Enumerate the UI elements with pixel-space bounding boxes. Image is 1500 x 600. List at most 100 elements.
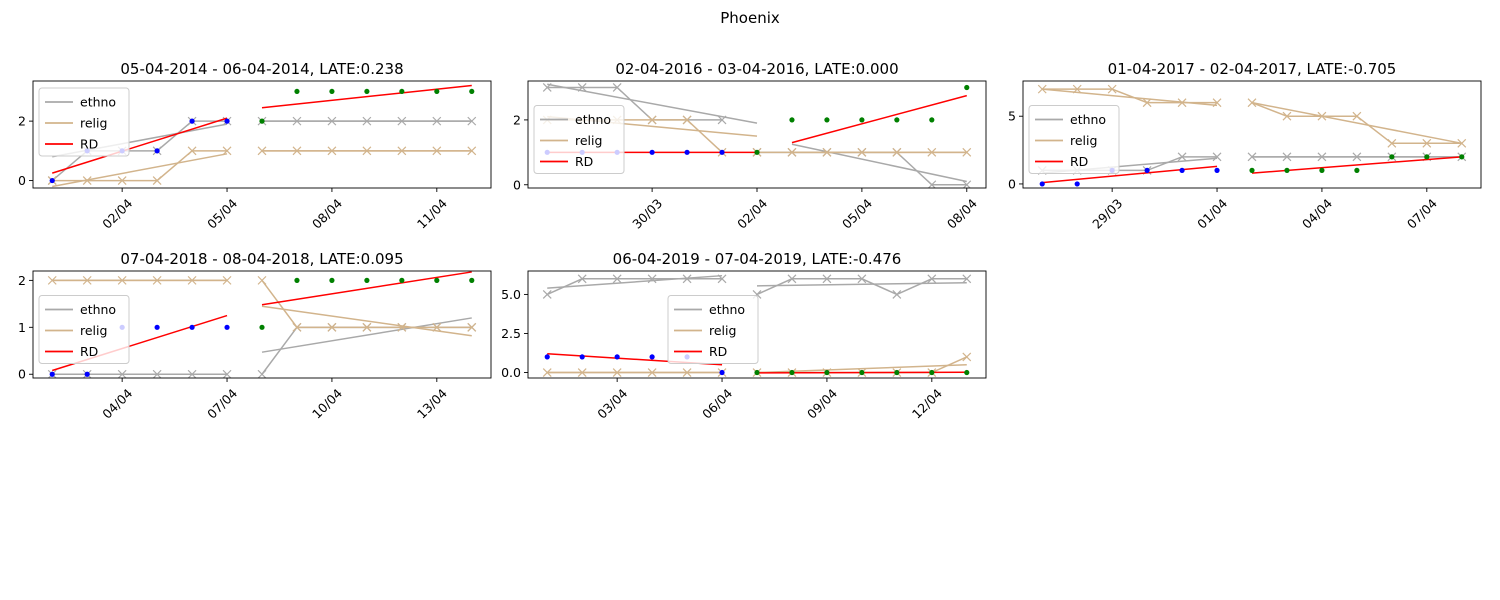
ethno-marker xyxy=(612,274,622,284)
relig-marker xyxy=(187,146,197,156)
subplot-4: 07-04-2018 - 08-04-2018, LATE:0.095 0 1 2 04… xyxy=(18,250,492,422)
legend-label: ethno xyxy=(1070,112,1106,127)
point-before xyxy=(649,149,655,155)
point-before xyxy=(1179,167,1185,173)
legend-box xyxy=(38,295,130,364)
relig-marker xyxy=(152,176,162,185)
relig-marker xyxy=(1352,111,1362,121)
legend-label: relig xyxy=(1070,133,1097,148)
ethno-marker xyxy=(892,290,902,299)
point-after xyxy=(294,277,300,283)
relig-marker xyxy=(292,322,302,332)
legend-label: relig xyxy=(80,323,107,338)
x-tick-label: 07/04 xyxy=(1404,196,1440,232)
point-before xyxy=(224,118,230,124)
point-after xyxy=(399,88,405,95)
legend: ethno relig RD xyxy=(38,295,130,364)
ethno-marker xyxy=(962,274,972,284)
plot-area xyxy=(47,84,477,188)
point-after xyxy=(964,369,970,376)
relig-marker xyxy=(1142,98,1152,108)
point-after xyxy=(364,277,370,283)
point-after xyxy=(1319,167,1325,173)
x-tick-label: 05/04 xyxy=(839,196,875,232)
point-after xyxy=(364,88,370,95)
point-before xyxy=(49,371,55,377)
relig-fit-before xyxy=(1042,88,1218,107)
ethno-marker xyxy=(822,274,832,284)
subplot-3: 01-04-2017 - 02-04-2017, LATE:-0.705 0 5 29… xyxy=(1008,60,1482,232)
point-before xyxy=(189,324,195,330)
relig-fit-after xyxy=(261,305,472,337)
point-before xyxy=(719,369,725,376)
point-after xyxy=(294,88,300,95)
relig-marker xyxy=(1282,111,1292,121)
y-tick-label: 1 xyxy=(18,320,26,335)
point-before xyxy=(544,354,550,360)
point-after xyxy=(824,369,830,376)
x-tick-label: 07/04 xyxy=(204,386,240,422)
ethno-marker xyxy=(857,274,867,284)
point-after xyxy=(894,369,900,376)
relig-fit-before xyxy=(52,153,228,188)
ethno-marker xyxy=(1212,152,1222,162)
relig-marker xyxy=(682,115,692,125)
point-after xyxy=(929,369,935,376)
relig-marker xyxy=(117,176,127,185)
subplot-title: 01-04-2017 - 02-04-2017, LATE:-0.705 xyxy=(1108,60,1397,78)
subplot-title: 02-04-2016 - 03-04-2016, LATE:0.000 xyxy=(615,60,898,78)
y-tick-label: 5.0 xyxy=(501,287,521,302)
ethno-marker xyxy=(542,290,552,299)
ethno-series-before xyxy=(546,278,723,296)
point-before xyxy=(614,354,620,360)
x-tick-label: 06/04 xyxy=(699,386,735,422)
legend: ethno relig RD xyxy=(667,295,759,364)
point-after xyxy=(329,277,335,283)
y-tick-label: 2 xyxy=(513,112,521,127)
legend: ethno relig RD xyxy=(38,87,130,157)
legend-box xyxy=(667,295,759,364)
y-tick-label: 0 xyxy=(18,173,26,188)
relig-marker xyxy=(1387,138,1397,148)
ethno-marker xyxy=(577,274,587,284)
plot-area xyxy=(542,83,972,188)
point-after xyxy=(789,369,795,376)
point-before xyxy=(224,324,230,330)
y-tick-label: 0 xyxy=(1008,176,1016,191)
point-before xyxy=(1039,181,1045,187)
point-before xyxy=(719,149,725,155)
y-tick-label: 5 xyxy=(1008,109,1016,124)
point-after xyxy=(894,117,900,123)
subplot-5: 06-04-2019 - 07-04-2019, LATE:-0.476 0.0 2… xyxy=(501,250,987,422)
ethno-series-before xyxy=(547,86,723,121)
point-after xyxy=(824,117,830,123)
figure-title: Phoenix xyxy=(720,9,780,27)
subplot-title: 07-04-2018 - 08-04-2018, LATE:0.095 xyxy=(120,250,403,268)
x-tick-label: 10/04 xyxy=(309,386,345,422)
x-tick-label: 05/04 xyxy=(204,196,240,232)
subplot-2: 02-04-2016 - 03-04-2016, LATE:0.000 0 2 30/… xyxy=(513,60,987,232)
ethno-fit-after xyxy=(261,317,472,353)
point-after xyxy=(789,117,795,123)
rd-fit-before xyxy=(52,117,228,174)
legend-label: ethno xyxy=(80,302,116,317)
legend-label: relig xyxy=(80,116,107,131)
ethno-fit-before xyxy=(547,83,758,124)
subplot-1: 05-04-2014 - 06-04-2014, LATE:0.238 0 2 02/… xyxy=(18,60,492,232)
relig-marker xyxy=(47,275,57,285)
relig-fit-after xyxy=(1251,101,1462,145)
rd-fit-after xyxy=(261,84,472,109)
y-tick-label: 2 xyxy=(18,273,26,288)
relig-marker xyxy=(257,275,267,285)
relig-marker xyxy=(962,352,972,362)
point-after xyxy=(259,118,265,124)
ethno-series-after xyxy=(757,151,967,186)
axes-frame xyxy=(527,270,987,379)
subplot-title: 06-04-2019 - 07-04-2019, LATE:-0.476 xyxy=(613,250,902,268)
point-before xyxy=(154,148,160,154)
y-tick-label: 0 xyxy=(18,367,26,382)
y-tick-label: 2.5 xyxy=(501,326,521,341)
ethno-marker xyxy=(257,369,267,378)
point-before xyxy=(1214,167,1220,173)
